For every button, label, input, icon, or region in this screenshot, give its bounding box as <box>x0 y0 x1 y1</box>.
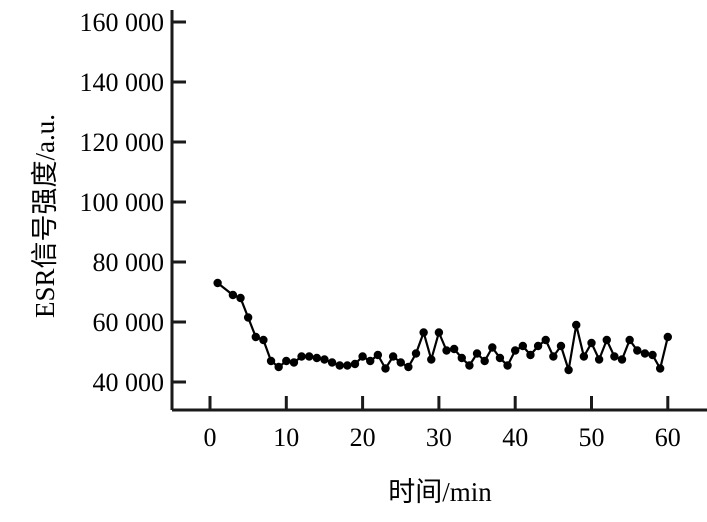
data-point-marker <box>648 350 657 360</box>
data-point-marker <box>518 341 528 351</box>
y-axis-tick-label: 140 000 <box>80 68 165 97</box>
y-axis-tick-label: 160 000 <box>80 8 165 37</box>
data-point-marker <box>289 358 299 367</box>
y-axis-tick-label: 100 000 <box>80 188 165 217</box>
data-point-marker <box>343 361 352 370</box>
x-axis-ticks <box>208 396 670 410</box>
data-point-marker <box>617 355 627 364</box>
y-axis-tick-label: 40 000 <box>93 368 165 397</box>
x-axis-tick-label: 60 <box>655 423 681 452</box>
data-point-marker <box>427 355 436 364</box>
data-point-marker <box>541 335 550 345</box>
data-point-marker <box>419 328 428 337</box>
data-point-marker <box>449 344 459 354</box>
data-point-marker <box>320 355 329 364</box>
x-axis-title: 时间/min <box>388 477 492 507</box>
data-point-marker <box>495 353 505 363</box>
data-point-marker <box>327 358 337 367</box>
data-point-marker <box>533 341 543 351</box>
data-point-marker <box>640 349 650 358</box>
data-point-marker <box>282 356 291 366</box>
data-point-marker <box>411 349 421 358</box>
data-series-markers <box>213 278 672 375</box>
y-axis-title: ESR信号强度/a.u. <box>29 114 60 319</box>
data-point-marker <box>381 364 390 373</box>
data-point-marker <box>526 350 535 360</box>
data-point-marker <box>304 352 314 361</box>
data-point-marker <box>625 335 634 345</box>
data-point-marker <box>488 343 497 352</box>
data-point-marker <box>511 346 520 355</box>
data-point-marker <box>480 356 489 366</box>
x-axis-tick-label: 30 <box>426 423 452 452</box>
data-point-marker <box>594 355 604 364</box>
data-point-marker <box>434 328 444 337</box>
y-axis-tick-label: 120 000 <box>80 128 165 157</box>
y-axis-title-wrapper: ESR信号强度/a.u. <box>22 6 62 426</box>
data-point-marker <box>602 335 611 345</box>
x-axis-tick-label: 10 <box>273 423 299 452</box>
data-point-marker <box>373 350 383 360</box>
data-point-marker <box>404 362 413 372</box>
data-point-marker <box>587 338 596 348</box>
data-point-marker <box>457 353 466 363</box>
y-axis-tick-label: 60 000 <box>93 308 165 337</box>
data-point-marker <box>663 332 672 342</box>
data-point-marker <box>579 352 589 361</box>
data-point-marker <box>366 356 375 366</box>
data-point-marker <box>274 362 283 372</box>
data-point-marker <box>297 352 306 361</box>
x-axis-tick-label: 50 <box>579 423 605 452</box>
data-point-marker <box>213 278 222 288</box>
x-axis-title-wrapper: 时间/min <box>210 470 670 509</box>
data-point-marker <box>251 332 260 342</box>
y-axis-tick-labels: 40 000 60 000 80 000 100 000 120 000 140 000 1… <box>80 8 165 397</box>
data-point-marker <box>259 335 268 345</box>
x-axis-tick-label: 0 <box>204 423 217 452</box>
data-point-marker <box>396 358 405 367</box>
x-axis-tick-labels: 0 10 20 30 40 50 60 <box>204 423 681 452</box>
data-point-marker <box>442 346 451 355</box>
data-point-marker <box>610 352 619 361</box>
data-point-marker <box>472 349 482 358</box>
data-point-marker <box>655 364 665 373</box>
data-point-marker <box>503 361 512 370</box>
y-axis-ticks <box>172 20 186 384</box>
data-point-marker <box>556 341 566 351</box>
data-point-marker <box>350 359 360 369</box>
data-point-marker <box>572 320 581 330</box>
data-point-marker <box>243 313 253 322</box>
data-point-marker <box>358 352 367 361</box>
y-axis-tick-label: 80 000 <box>93 248 165 277</box>
data-point-marker <box>465 361 474 370</box>
data-point-marker <box>266 356 276 366</box>
data-point-marker <box>564 365 573 375</box>
x-axis-tick-label: 20 <box>350 423 376 452</box>
x-axis-tick-label: 40 <box>502 423 528 452</box>
data-point-marker <box>228 290 238 300</box>
data-point-marker <box>335 361 344 370</box>
data-point-marker <box>388 352 398 361</box>
data-point-marker <box>236 293 245 303</box>
data-point-marker <box>633 346 642 355</box>
data-point-marker <box>312 353 322 363</box>
data-point-marker <box>549 352 558 361</box>
